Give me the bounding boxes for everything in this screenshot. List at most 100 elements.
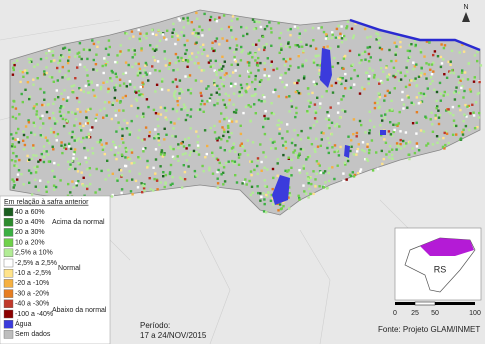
pixel bbox=[259, 61, 262, 65]
pixel bbox=[271, 197, 274, 200]
pixel bbox=[265, 74, 268, 78]
pixel bbox=[283, 86, 287, 89]
pixel bbox=[202, 48, 206, 51]
pixel bbox=[11, 105, 14, 109]
pixel bbox=[128, 37, 131, 40]
pixel bbox=[68, 145, 71, 148]
pixel bbox=[314, 54, 317, 58]
pixel bbox=[207, 85, 210, 88]
pixel bbox=[318, 69, 321, 72]
pixel bbox=[159, 181, 162, 184]
pixel bbox=[308, 154, 311, 158]
pixel bbox=[220, 173, 223, 176]
pixel bbox=[419, 129, 423, 132]
pixel bbox=[178, 96, 181, 100]
pixel bbox=[367, 82, 370, 85]
pixel bbox=[439, 65, 443, 69]
pixel bbox=[155, 44, 159, 48]
pixel bbox=[263, 46, 266, 49]
pixel bbox=[325, 33, 328, 36]
pixel bbox=[23, 143, 27, 147]
pixel bbox=[309, 192, 312, 196]
scale-label: 100 bbox=[469, 310, 481, 317]
pixel bbox=[145, 98, 149, 101]
pixel bbox=[377, 92, 380, 95]
pixel bbox=[77, 137, 80, 140]
pixel bbox=[194, 79, 198, 82]
pixel bbox=[438, 137, 441, 141]
pixel bbox=[99, 138, 102, 142]
pixel bbox=[152, 189, 155, 192]
pixel bbox=[288, 110, 291, 113]
pixel bbox=[24, 125, 28, 128]
pixel bbox=[77, 162, 80, 165]
pixel bbox=[246, 153, 250, 157]
pixel bbox=[246, 87, 249, 90]
pixel bbox=[399, 45, 402, 49]
pixel bbox=[262, 151, 265, 154]
pixel bbox=[282, 153, 285, 157]
pixel bbox=[280, 121, 283, 124]
pixel bbox=[463, 89, 466, 93]
pixel bbox=[235, 48, 238, 51]
pixel bbox=[213, 49, 216, 52]
pixel bbox=[196, 144, 200, 147]
pixel bbox=[125, 85, 128, 88]
pixel bbox=[91, 152, 95, 155]
pixel bbox=[306, 87, 310, 90]
pixel bbox=[351, 63, 354, 66]
pixel bbox=[249, 51, 252, 54]
pixel bbox=[322, 30, 326, 34]
pixel bbox=[249, 120, 252, 123]
pixel bbox=[344, 87, 347, 90]
pixel bbox=[349, 86, 353, 89]
pixel bbox=[180, 56, 183, 60]
pixel bbox=[249, 193, 252, 197]
pixel bbox=[155, 83, 159, 86]
pixel bbox=[78, 122, 82, 125]
pixel bbox=[390, 99, 393, 102]
pixel bbox=[141, 139, 144, 142]
pixel bbox=[95, 69, 99, 72]
pixel bbox=[220, 27, 223, 31]
pixel bbox=[163, 36, 166, 39]
pixel bbox=[272, 90, 275, 94]
pixel bbox=[269, 138, 272, 141]
pixel bbox=[462, 120, 465, 123]
pixel bbox=[473, 127, 477, 130]
pixel bbox=[63, 143, 67, 146]
pixel bbox=[451, 105, 455, 109]
pixel bbox=[408, 141, 412, 144]
pixel bbox=[124, 146, 127, 150]
pixel bbox=[201, 99, 204, 103]
pixel bbox=[150, 28, 154, 32]
pixel bbox=[284, 140, 287, 144]
pixel bbox=[317, 72, 321, 75]
pixel bbox=[263, 166, 266, 169]
pixel bbox=[376, 33, 380, 36]
pixel bbox=[72, 186, 75, 189]
pixel bbox=[71, 180, 74, 183]
pixel bbox=[104, 178, 107, 181]
pixel bbox=[102, 116, 105, 119]
pixel bbox=[219, 146, 222, 149]
pixel bbox=[231, 159, 234, 163]
pixel bbox=[79, 88, 83, 92]
pixel bbox=[209, 15, 213, 19]
pixel bbox=[286, 58, 289, 61]
pixel bbox=[73, 150, 76, 154]
pixel bbox=[216, 98, 220, 102]
pixel bbox=[337, 154, 341, 157]
pixel bbox=[92, 58, 95, 62]
pixel bbox=[272, 176, 275, 180]
pixel bbox=[60, 144, 63, 147]
pixel bbox=[217, 168, 220, 172]
pixel bbox=[51, 111, 55, 115]
pixel bbox=[319, 64, 322, 67]
pixel bbox=[402, 103, 406, 106]
pixel bbox=[154, 158, 158, 161]
pixel bbox=[153, 49, 157, 52]
pixel bbox=[216, 139, 219, 142]
pixel bbox=[222, 65, 225, 68]
pixel bbox=[300, 129, 303, 133]
